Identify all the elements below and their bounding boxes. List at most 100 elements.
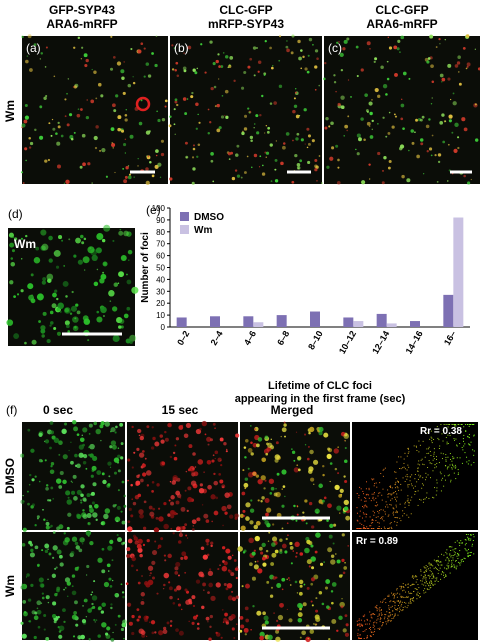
pixel-point [358, 618, 360, 620]
pixel-point [366, 637, 368, 639]
pixel-point [444, 464, 446, 466]
spot [218, 65, 221, 69]
spot [236, 174, 241, 178]
pixel-point [407, 476, 409, 478]
spot [123, 179, 128, 184]
pixel-point [433, 451, 435, 453]
spot [396, 47, 400, 51]
pixel-point [388, 594, 390, 596]
spot [371, 119, 374, 123]
spot [185, 422, 192, 429]
pixel-point [402, 477, 404, 479]
pixel-point [431, 572, 433, 574]
pixel-point [429, 587, 431, 589]
spot [314, 65, 318, 69]
pixel-point [440, 578, 442, 580]
spot [442, 140, 446, 144]
spot [70, 551, 75, 555]
spot [51, 118, 54, 121]
spot [140, 592, 146, 597]
spot [224, 89, 229, 94]
spot [66, 123, 70, 127]
spot [56, 141, 61, 146]
spot [439, 43, 441, 45]
spot [280, 435, 282, 438]
pixel-point [431, 463, 433, 465]
legend-swatch [180, 212, 189, 221]
spot [321, 602, 325, 606]
spot [122, 168, 125, 170]
spot [114, 431, 117, 434]
spot [70, 480, 72, 482]
spot [239, 513, 244, 518]
spot [36, 609, 42, 615]
spot [128, 259, 130, 262]
spot [271, 66, 274, 70]
pixel-point [381, 601, 383, 603]
pixel-point [413, 583, 415, 585]
spot [394, 115, 398, 118]
spot [462, 46, 466, 50]
spot [339, 512, 341, 514]
spot [91, 465, 97, 471]
pixel-point [363, 638, 365, 639]
spot [137, 547, 143, 553]
pixel-point [397, 608, 399, 610]
spot [22, 182, 25, 184]
spot [225, 548, 231, 554]
pixel-point [411, 485, 413, 487]
spot [339, 52, 344, 58]
spot [145, 180, 150, 186]
spot [290, 51, 294, 55]
spot [110, 67, 114, 71]
spot [373, 60, 376, 64]
pixel-point [377, 528, 379, 529]
pixel-point [407, 498, 409, 500]
spot [94, 503, 99, 509]
pixel-point [425, 579, 427, 581]
pixel-point [366, 506, 368, 508]
spot [64, 587, 67, 589]
pixel-point [451, 467, 453, 469]
spot [261, 94, 264, 98]
y-tick-label: 50 [156, 264, 165, 273]
spot [250, 139, 253, 142]
spot [196, 627, 200, 630]
spot [270, 562, 275, 566]
pixel-point [365, 494, 367, 496]
pixel-point [423, 566, 425, 568]
spot [44, 543, 50, 549]
spot [124, 175, 128, 179]
spot [256, 560, 259, 563]
pixel-point [465, 430, 467, 432]
column-label: 15 sec [162, 403, 199, 417]
spot [288, 579, 291, 582]
pixel-point [435, 428, 437, 430]
spot [158, 507, 161, 510]
spot [196, 622, 200, 626]
spot [321, 182, 323, 184]
pixel-point [399, 467, 401, 469]
pixel-point [376, 622, 378, 624]
spot [113, 457, 120, 463]
panel-label: (a) [26, 41, 41, 55]
spot [180, 556, 184, 560]
pixel-point [399, 601, 401, 603]
pixel-point [422, 440, 424, 442]
spot [131, 498, 134, 501]
pixel-point [405, 584, 407, 586]
pixel-point [401, 610, 403, 612]
spot [136, 428, 142, 434]
pixel-point [390, 620, 392, 622]
y-tick-label: 60 [156, 252, 165, 261]
pixel-point [415, 581, 417, 583]
spot [126, 547, 131, 552]
pixel-point [445, 424, 447, 426]
spot [137, 49, 142, 54]
spot [87, 608, 92, 613]
pixel-point [473, 434, 475, 436]
spot [236, 144, 240, 148]
spot [96, 310, 100, 314]
spot [296, 505, 299, 508]
pixel-point [457, 553, 459, 555]
